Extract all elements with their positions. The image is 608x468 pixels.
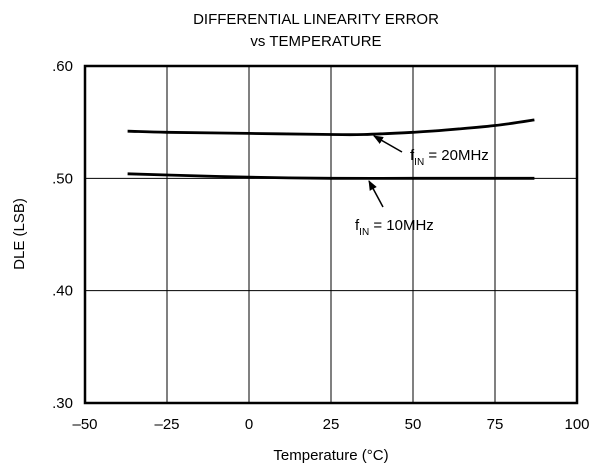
series-lines: [127, 118, 535, 180]
x-tick-label: 100: [564, 416, 589, 433]
series-line-10mhz: [127, 172, 535, 180]
y-tick-label: .40: [52, 283, 73, 300]
y-tick-labels: .30 .40 .50 .60: [52, 58, 73, 412]
x-tick-label: 50: [405, 416, 422, 433]
y-tick-label: .60: [52, 58, 73, 75]
series-label-10mhz: fIN = 10MHz: [355, 217, 434, 238]
grid-lines: [85, 66, 577, 403]
series-label-20mhz: fIN = 20MHz: [410, 147, 489, 168]
arrow-10mhz: [368, 180, 384, 208]
y-axis-label: DLE (LSB): [11, 198, 28, 270]
x-tick-label: 25: [323, 416, 340, 433]
arrow-20mhz: [373, 135, 403, 153]
x-tick-label: –25: [154, 416, 179, 433]
plot-frame: [83, 64, 579, 405]
x-tick-label: 0: [245, 416, 253, 433]
x-tick-label: 75: [487, 416, 504, 433]
y-tick-label: .50: [52, 170, 73, 187]
y-tick-label: .30: [52, 395, 73, 412]
chart-title-line2: vs TEMPERATURE: [250, 33, 381, 50]
series-line-20mhz: [127, 118, 535, 137]
x-axis-label: Temperature (°C): [273, 447, 388, 464]
x-tick-label: –50: [72, 416, 97, 433]
chart-title-line1: DIFFERENTIAL LINEARITY ERROR: [193, 11, 439, 28]
x-tick-labels: –50 –25 0 25 50 75 100: [72, 416, 589, 433]
